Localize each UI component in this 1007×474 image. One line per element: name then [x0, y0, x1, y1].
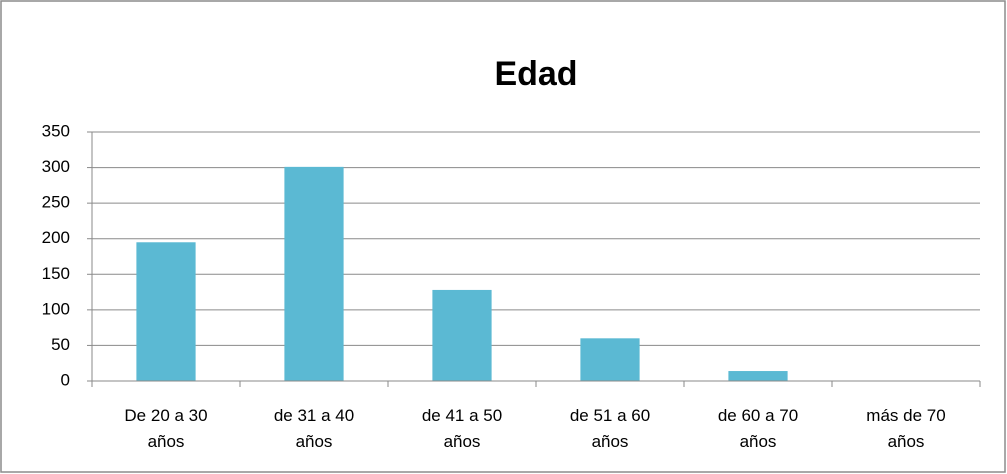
bar: [284, 166, 344, 381]
bar: [728, 371, 788, 381]
y-tick-label: 250: [42, 193, 70, 212]
y-tick-label: 350: [42, 121, 70, 140]
y-tick-label: 50: [51, 335, 70, 354]
x-tick-label: de 31 a 40 años: [273, 406, 355, 451]
x-tick-label: de 51 a 60 años: [569, 406, 651, 451]
x-tick-label: de 41 a 50 años: [421, 406, 503, 451]
y-tick-label: 300: [42, 157, 70, 176]
bar: [580, 338, 640, 381]
y-tick-label: 200: [42, 228, 70, 247]
y-tick-label: 100: [42, 299, 70, 318]
chart-title: Edad: [494, 55, 577, 93]
bar: [432, 289, 492, 381]
x-tick-label: más de 70 años: [866, 406, 946, 451]
y-tick-label: 0: [61, 370, 70, 389]
bar: [136, 242, 196, 381]
x-tick-label: De 20 a 30 años: [124, 406, 208, 451]
x-tick-label: de 60 a 70 años: [717, 406, 799, 451]
y-tick-label: 150: [42, 264, 70, 283]
